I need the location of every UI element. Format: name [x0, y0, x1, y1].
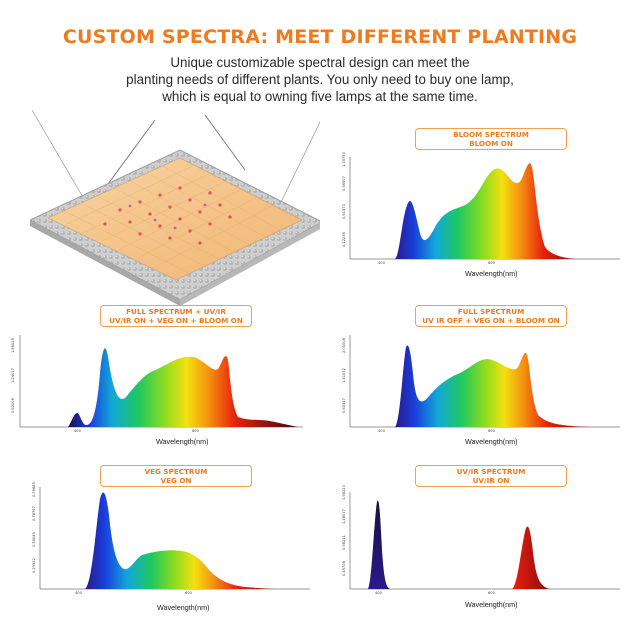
page-subtitle: Unique customizable spectral design can …	[60, 54, 580, 105]
x-axis-label: Wavelength(nm)	[465, 600, 518, 609]
x-tick: 600	[192, 429, 199, 433]
full-spectrum-label: FULL SPECTRUM UV IR OFF + VEG ON + BLOOM…	[415, 305, 567, 327]
bloom-spectrum-chart: 400 600 0.12236 0.61570 0.96507 1.39750 …	[340, 152, 630, 285]
y-tick: 1.24017	[11, 368, 15, 383]
x-tick: 400	[75, 591, 82, 595]
uv-peak-curve	[368, 500, 390, 589]
x-tick: 600	[488, 591, 495, 595]
page-title: CUSTOM SPECTRA: MEET DIFFERENT PLANTING	[62, 26, 578, 48]
label-line: UV/IR ON	[472, 476, 510, 485]
y-tick: 1.41032	[342, 368, 346, 383]
bloom-spectrum-curve	[395, 163, 580, 259]
full-uvir-spectrum-curve	[68, 348, 298, 427]
label-line: FULL SPECTRUM + UV/IR	[126, 307, 226, 316]
x-tick: 400	[375, 591, 382, 595]
y-tick: 1.86025	[11, 338, 15, 353]
x-tick: 400	[378, 261, 385, 265]
y-tick: 0.59045	[32, 532, 36, 547]
y-tick: 0.29522	[32, 558, 36, 573]
x-axis-label: Wavelength(nm)	[156, 437, 209, 446]
y-tick: 2.00008	[342, 338, 346, 353]
x-axis-label: Wavelength(nm)	[465, 269, 518, 278]
led-board	[47, 157, 303, 281]
uvir-spectrum-chart: 400 600 0.49708 0.98211 1.48017 1.98223 …	[340, 485, 630, 615]
label-line: VEG SPECTRUM	[144, 467, 208, 476]
label-line: UV/IR SPECTRUM	[456, 467, 526, 476]
y-tick: 0.60517	[342, 398, 346, 413]
veg-spectrum-chart: 400 600 0.29522 0.59045 0.78767 0.99689 …	[30, 482, 320, 615]
label-line: VEG ON	[160, 476, 192, 485]
subtitle-line: Unique customizable spectral design can …	[170, 55, 470, 70]
x-tick: 400	[74, 429, 81, 433]
label-line: BLOOM ON	[469, 139, 513, 148]
y-tick: 0.99689	[32, 482, 36, 497]
hanging-wire	[204, 114, 246, 171]
x-tick: 400	[378, 429, 385, 433]
label-line: UV IR OFF + VEG ON + BLOOM ON	[422, 316, 560, 325]
full-uvir-spectrum-label: FULL SPECTRUM + UV/IR UV/IR ON + VEG ON …	[100, 305, 252, 327]
y-tick: 0.78767	[32, 506, 36, 521]
y-tick: 0.61570	[342, 204, 346, 219]
red-led-dots	[103, 186, 232, 245]
veg-spectrum-label: VEG SPECTRUM VEG ON	[100, 465, 252, 487]
grow-lamp-illustration	[28, 109, 324, 310]
y-tick: 1.98223	[342, 485, 346, 500]
full-uvir-spectrum-chart: 400 600 0.62008 1.24017 1.86025 Waveleng…	[8, 333, 308, 453]
x-tick: 600	[488, 429, 495, 433]
y-tick: 0.49708	[342, 561, 346, 576]
label-line: FULL SPECTRUM	[457, 307, 525, 316]
label-line: BLOOM SPECTRUM	[453, 130, 529, 139]
y-tick: 1.39750	[342, 152, 346, 167]
full-spectrum-curve	[395, 345, 590, 427]
y-tick: 0.12236	[342, 232, 346, 247]
ir-peak-curve	[512, 526, 550, 589]
veg-spectrum-curve	[85, 492, 280, 589]
x-axis-label: Wavelength(nm)	[465, 437, 518, 446]
uvir-spectrum-label: UV/IR SPECTRUM UV/IR ON	[415, 465, 567, 487]
x-tick: 600	[185, 591, 192, 595]
x-axis-label: Wavelength(nm)	[157, 603, 210, 612]
y-tick: 0.96507	[342, 176, 346, 191]
y-tick: 1.48017	[342, 509, 346, 524]
hanging-wire	[99, 119, 156, 196]
subtitle-line: planting needs of different plants. You …	[126, 72, 514, 87]
label-line: UV/IR ON + VEG ON + BLOOM ON	[109, 316, 243, 325]
uv-led-dots	[128, 203, 207, 230]
subtitle-line: which is equal to owning five lamps at t…	[162, 89, 478, 104]
bloom-spectrum-label: BLOOM SPECTRUM BLOOM ON	[415, 128, 567, 150]
y-tick: 0.98211	[342, 535, 346, 550]
y-tick: 0.62008	[11, 398, 15, 413]
full-spectrum-chart: 400 600 0.60517 1.41032 2.00008 Waveleng…	[340, 333, 630, 453]
x-tick: 600	[488, 261, 495, 265]
